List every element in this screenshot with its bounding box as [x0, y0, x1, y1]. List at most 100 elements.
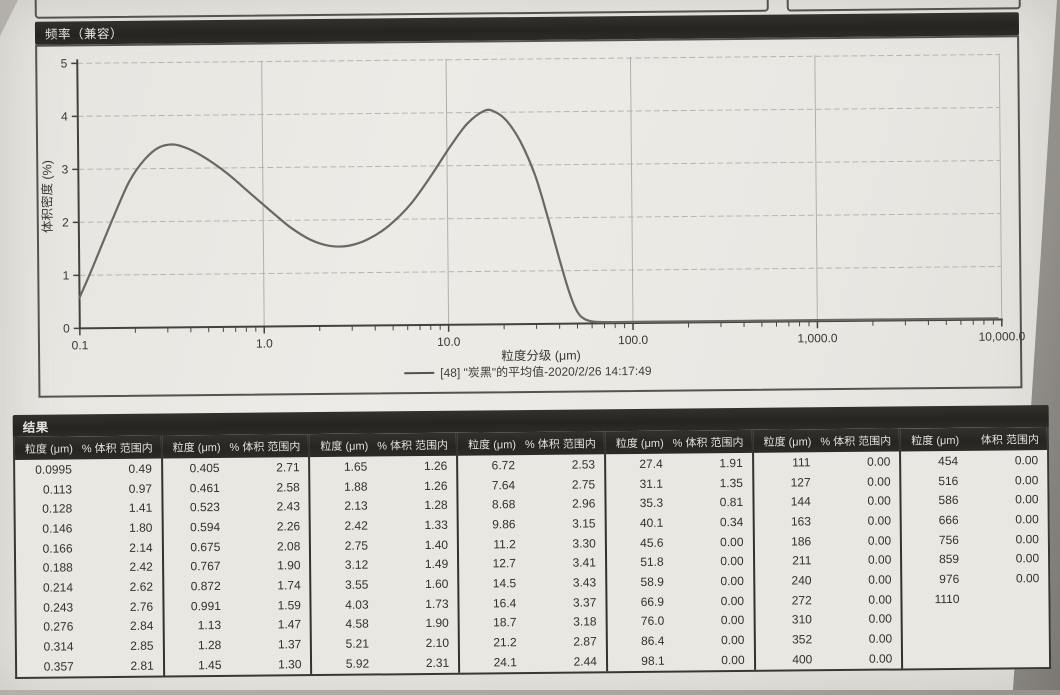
size-cell: 3.55: [312, 577, 391, 592]
pct-cell: 2.43: [242, 499, 309, 514]
size-cell: 272: [755, 593, 834, 608]
size-cell: 0.128: [15, 501, 94, 516]
table-header-row: 粒度 (μm)% 体积 范围内: [310, 433, 456, 457]
y-tick-label: 0: [63, 321, 70, 335]
pct-cell: [981, 598, 1048, 599]
size-cell: 3.12: [311, 558, 390, 573]
x-tick-label: 1,000.0: [797, 331, 837, 345]
pct-cell: 0.00: [980, 473, 1047, 488]
size-cell: 31.1: [606, 476, 685, 491]
y-tick-label: 5: [61, 56, 68, 70]
pct-cell: 2.44: [539, 654, 606, 669]
pct-cell: 2.96: [537, 497, 604, 512]
size-cell: 211: [755, 553, 834, 568]
pct-cell: 1.59: [243, 598, 310, 613]
pct-cell: 0.49: [94, 461, 161, 476]
pct-cell: 1.30: [243, 657, 310, 672]
size-cell: 18.7: [460, 615, 539, 630]
pct-cell: 0.00: [687, 653, 754, 668]
pct-cell: 2.84: [95, 619, 162, 634]
h-gridline: [79, 213, 1001, 222]
pct-cell: 0.00: [685, 534, 752, 549]
h-gridline: [77, 54, 999, 63]
pct-cell: 0.00: [981, 532, 1048, 547]
x-tick-label: 10,000.0: [979, 329, 1026, 343]
size-cell: 14.5: [459, 576, 538, 591]
pct-cell: 1.35: [685, 475, 752, 490]
size-cell: 0.314: [17, 639, 96, 654]
table-row: 1110: [903, 588, 1049, 609]
pct-cell: 0.00: [834, 631, 901, 646]
v-gridline: [262, 61, 265, 327]
pct-cell: 1.60: [390, 577, 457, 592]
v-gridline: [446, 59, 449, 325]
pct-cell: 2.76: [95, 599, 162, 614]
size-cell: 163: [754, 514, 833, 529]
pct-cell: 2.42: [95, 560, 162, 575]
size-cell: 0.146: [16, 521, 95, 536]
table-header-row: 粒度 (μm)% 体积 范围内: [163, 434, 309, 458]
size-cell: 12.7: [459, 556, 538, 571]
pct-cell: 0.00: [686, 554, 753, 569]
chart-title: 频率（兼容）: [45, 23, 123, 43]
pct-cell: 2.87: [539, 634, 606, 649]
pct-cell: 0.00: [833, 474, 900, 489]
pct-cell: 1.37: [243, 637, 310, 652]
size-cell: 516: [902, 473, 981, 488]
size-cell: 0.188: [16, 560, 95, 575]
size-header: 粒度 (μm): [911, 431, 959, 447]
pct-cell: 0.00: [833, 553, 900, 568]
pct-cell: 2.08: [242, 539, 309, 554]
y-tick-label: 3: [62, 162, 69, 176]
size-cell: 27.4: [606, 456, 685, 471]
pct-cell: 1.91: [685, 456, 752, 471]
pct-header: % 体积 范围内: [673, 433, 744, 450]
v-gridline: [815, 55, 818, 321]
size-cell: 8.68: [459, 497, 538, 512]
size-cell: 2.42: [311, 518, 390, 533]
size-header: 粒度 (μm): [173, 438, 221, 454]
table-header-row: 粒度 (μm)体积 范围内: [901, 427, 1047, 451]
size-cell: 11.2: [459, 537, 538, 552]
size-cell: 859: [902, 552, 981, 567]
pct-cell: 1.33: [390, 518, 457, 533]
size-cell: 0.872: [164, 579, 243, 594]
size-cell: 666: [902, 513, 981, 528]
frequency-curve: [78, 105, 998, 327]
pct-cell: 2.85: [95, 639, 162, 654]
pct-cell: 1.26: [389, 478, 456, 493]
pct-cell: 0.00: [686, 613, 753, 628]
size-cell: 756: [902, 532, 981, 547]
